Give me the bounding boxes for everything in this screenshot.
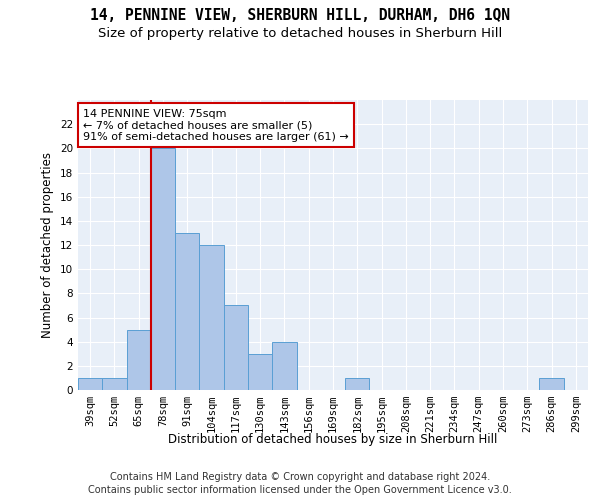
Bar [199, 245, 224, 390]
Text: Distribution of detached houses by size in Sherburn Hill: Distribution of detached houses by size … [169, 432, 497, 446]
Bar [127, 330, 151, 390]
Bar [248, 354, 272, 390]
Bar [175, 233, 199, 390]
Y-axis label: Number of detached properties: Number of detached properties [41, 152, 55, 338]
Text: Contains HM Land Registry data © Crown copyright and database right 2024.: Contains HM Land Registry data © Crown c… [110, 472, 490, 482]
Bar [224, 306, 248, 390]
Bar [345, 378, 370, 390]
Bar [102, 378, 127, 390]
Bar [539, 378, 564, 390]
Text: 14 PENNINE VIEW: 75sqm
← 7% of detached houses are smaller (5)
91% of semi-detac: 14 PENNINE VIEW: 75sqm ← 7% of detached … [83, 108, 349, 142]
Text: Size of property relative to detached houses in Sherburn Hill: Size of property relative to detached ho… [98, 28, 502, 40]
Bar [78, 378, 102, 390]
Text: Contains public sector information licensed under the Open Government Licence v3: Contains public sector information licen… [88, 485, 512, 495]
Bar [151, 148, 175, 390]
Text: 14, PENNINE VIEW, SHERBURN HILL, DURHAM, DH6 1QN: 14, PENNINE VIEW, SHERBURN HILL, DURHAM,… [90, 8, 510, 22]
Bar [272, 342, 296, 390]
